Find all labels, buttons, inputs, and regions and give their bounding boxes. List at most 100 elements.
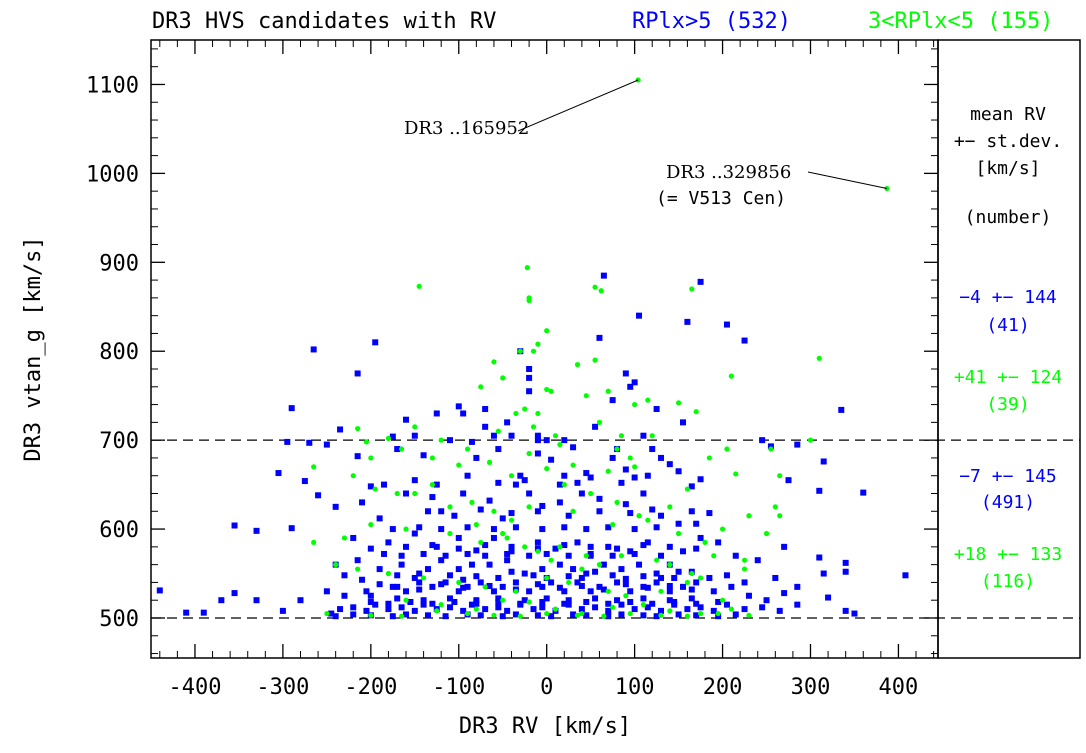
data-point-blue xyxy=(631,606,638,613)
data-point-blue xyxy=(723,321,730,328)
data-point-blue xyxy=(820,458,827,465)
data-point-green xyxy=(579,566,585,572)
data-point-blue xyxy=(658,607,665,614)
data-point-blue xyxy=(156,587,163,594)
stats-panel-frame xyxy=(937,39,1081,659)
data-point-green xyxy=(689,286,695,292)
data-point-green xyxy=(526,297,532,304)
y-tick-label: 500 xyxy=(99,607,139,632)
data-point-blue xyxy=(592,604,599,611)
data-point-blue xyxy=(561,588,568,595)
data-point-blue xyxy=(508,432,515,439)
data-point-green xyxy=(478,384,484,390)
annotation-leader-line xyxy=(517,79,639,132)
data-point-green xyxy=(517,348,523,354)
data-point-blue xyxy=(561,600,568,607)
data-point-blue xyxy=(548,613,555,620)
data-point-blue xyxy=(587,474,594,481)
data-point-blue xyxy=(578,490,585,497)
data-point-green xyxy=(746,513,752,519)
annotation-leader-line xyxy=(807,171,888,189)
data-point-blue xyxy=(583,612,590,619)
data-point-blue xyxy=(416,579,423,586)
data-point-blue xyxy=(565,601,572,608)
data-point-green xyxy=(500,530,506,537)
data-point-green xyxy=(574,361,581,368)
data-point-green xyxy=(684,579,690,586)
data-point-blue xyxy=(640,573,647,580)
data-point-green xyxy=(355,566,361,572)
data-point-blue xyxy=(253,597,260,604)
data-point-blue xyxy=(482,406,489,413)
data-point-green xyxy=(513,410,519,417)
data-point-blue xyxy=(715,598,722,605)
data-point-blue xyxy=(781,543,788,550)
data-point-blue xyxy=(398,604,405,611)
data-point-blue xyxy=(455,566,462,573)
data-point-blue xyxy=(693,579,700,586)
data-point-blue xyxy=(495,574,502,581)
data-point-blue xyxy=(644,539,651,546)
data-point-green xyxy=(508,473,515,479)
data-point-blue xyxy=(539,583,546,590)
data-point-blue xyxy=(482,423,489,430)
data-point-green xyxy=(632,401,638,408)
data-point-blue xyxy=(376,566,383,573)
data-point-blue xyxy=(842,607,849,614)
data-point-blue xyxy=(253,527,260,534)
data-point-blue xyxy=(605,613,612,620)
data-point-blue xyxy=(183,609,190,616)
data-point-blue xyxy=(442,552,449,559)
data-point-green xyxy=(429,455,435,461)
legend-entry-blue: RPlx>5 (532) xyxy=(632,9,791,34)
data-point-blue xyxy=(600,561,607,568)
series-green-points xyxy=(311,77,890,619)
data-point-blue xyxy=(315,492,322,499)
data-point-blue xyxy=(706,574,713,581)
data-point-blue xyxy=(526,374,533,381)
data-point-blue xyxy=(539,566,546,573)
data-point-green xyxy=(311,464,317,470)
data-point-blue xyxy=(446,572,453,579)
data-point-blue xyxy=(609,572,616,579)
data-point-blue xyxy=(446,437,453,444)
data-point-blue xyxy=(407,598,414,605)
data-point-blue xyxy=(820,570,827,577)
data-point-blue xyxy=(679,583,686,590)
x-tick-label: -100 xyxy=(432,675,485,700)
data-point-green xyxy=(588,490,594,497)
data-point-green xyxy=(412,424,418,430)
data-point-blue xyxy=(640,490,647,497)
panel-header-line: mean RV xyxy=(970,104,1046,125)
stat-value-green-upper: +41 +− 124 xyxy=(954,367,1062,388)
data-point-blue xyxy=(622,575,629,582)
data-point-blue xyxy=(341,572,348,579)
data-point-blue xyxy=(902,572,909,579)
data-point-blue xyxy=(490,588,497,595)
data-point-blue xyxy=(460,410,467,417)
data-point-blue xyxy=(693,600,700,607)
data-point-blue xyxy=(482,552,489,559)
data-point-blue xyxy=(605,524,612,531)
data-point-blue xyxy=(675,568,682,575)
x-tick-label: -200 xyxy=(344,675,397,700)
data-point-blue xyxy=(416,570,423,577)
data-point-blue xyxy=(394,583,401,590)
data-point-blue xyxy=(332,613,339,620)
data-point-blue xyxy=(614,545,621,552)
data-point-blue xyxy=(561,524,568,531)
data-point-blue xyxy=(359,576,366,583)
data-point-green xyxy=(438,437,444,443)
data-point-blue xyxy=(424,508,431,515)
data-point-blue xyxy=(477,579,484,586)
data-point-green xyxy=(385,435,392,441)
data-point-blue xyxy=(636,312,643,319)
data-point-blue xyxy=(592,423,599,430)
data-point-green xyxy=(741,566,748,572)
data-point-green xyxy=(605,588,611,594)
data-point-green xyxy=(777,473,783,479)
data-point-blue xyxy=(596,495,603,502)
data-point-blue xyxy=(627,383,634,390)
data-point-blue xyxy=(490,534,497,541)
